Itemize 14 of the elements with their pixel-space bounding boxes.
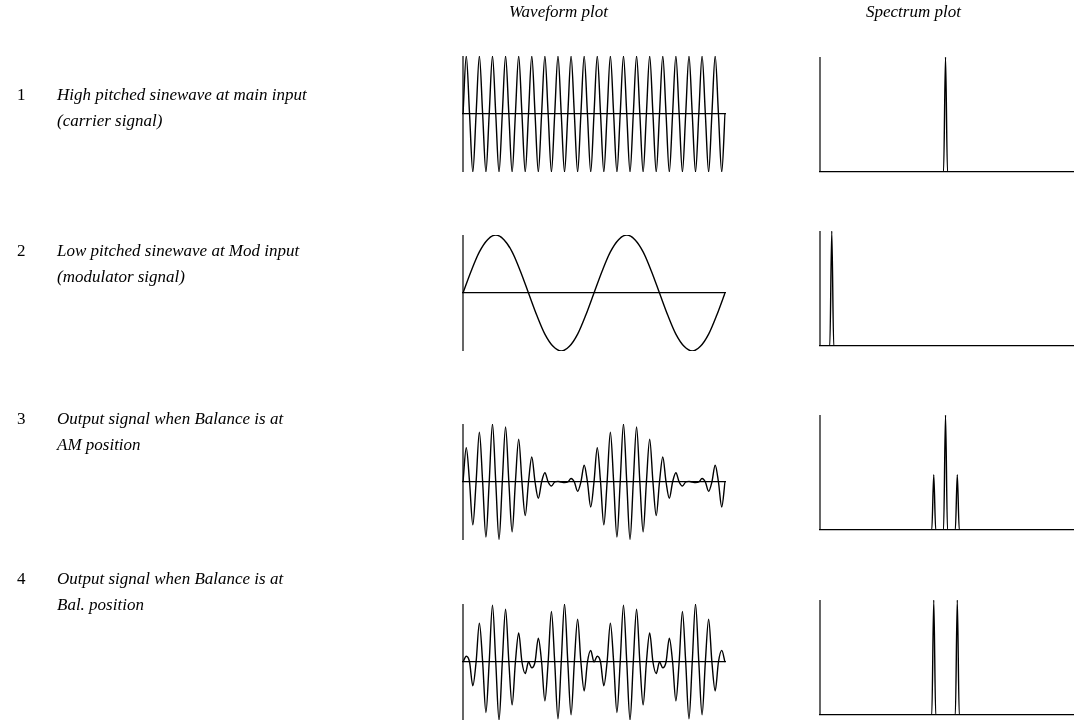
text: 4 (17, 568, 26, 590)
text: 2 (17, 240, 26, 262)
text: Output signal when Balance is at (57, 568, 285, 590)
text: Bal. position (57, 594, 145, 616)
text: Output signal when Balance is at (57, 408, 285, 430)
chart-title: Spectrum plot (866, 2, 961, 22)
text: AM position (57, 434, 142, 456)
text: (modulator signal) (57, 266, 186, 288)
text: 1 (17, 84, 26, 106)
chart-title: Waveform plot (509, 2, 609, 22)
text: High pitched sinewave at main input (57, 84, 308, 106)
text: (carrier signal) (57, 110, 164, 132)
text: Low pitched sinewave at Mod input (57, 240, 301, 262)
text: 3 (17, 408, 26, 430)
